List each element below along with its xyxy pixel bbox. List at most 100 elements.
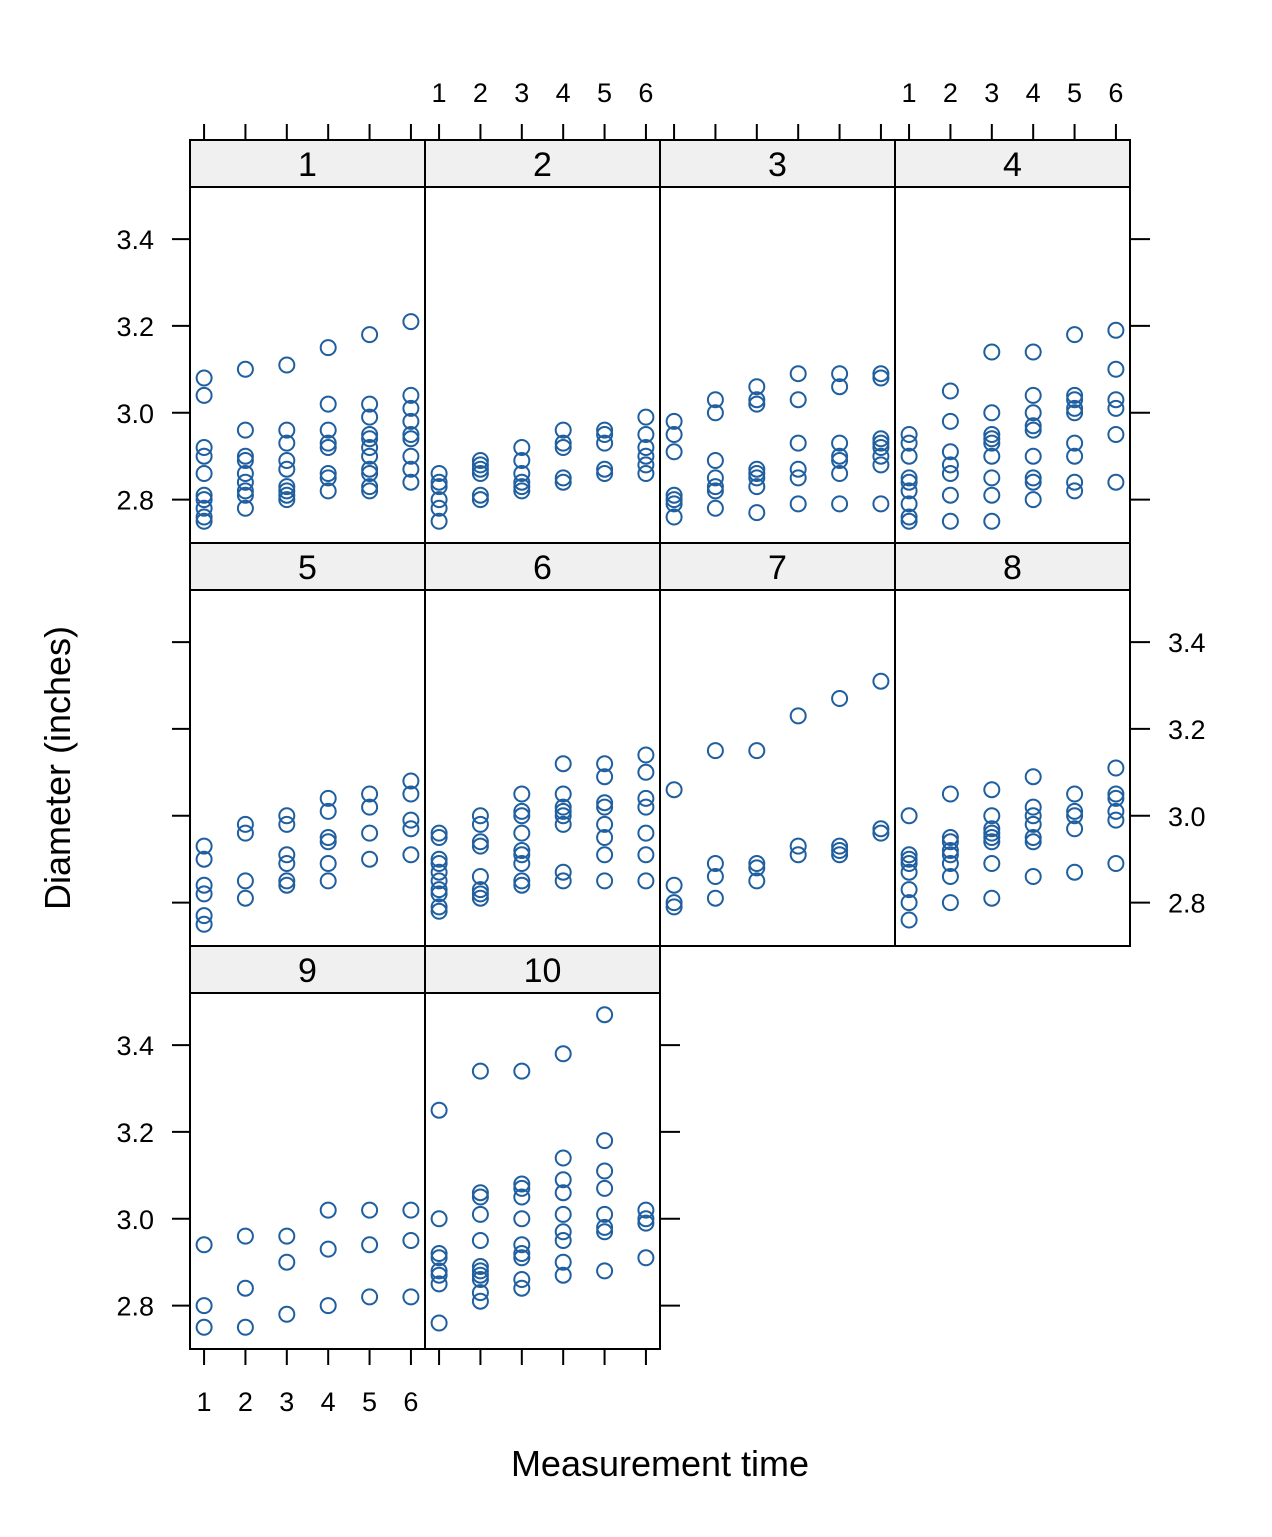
x-tick-label: 3 xyxy=(279,1387,294,1417)
data-point xyxy=(513,1236,531,1254)
data-point xyxy=(402,473,420,491)
data-point xyxy=(596,460,614,478)
data-point xyxy=(319,434,337,452)
data-point xyxy=(900,807,918,825)
data-point xyxy=(236,1279,254,1297)
data-point xyxy=(900,911,918,929)
data-point xyxy=(402,399,420,417)
panel-frame xyxy=(894,186,1131,544)
data-point xyxy=(195,837,213,855)
data-point xyxy=(941,512,959,530)
data-point xyxy=(637,872,655,890)
data-point xyxy=(596,421,614,439)
data-point xyxy=(1024,447,1042,465)
data-point xyxy=(941,412,959,430)
data-point xyxy=(430,1245,448,1262)
data-point xyxy=(637,1201,655,1219)
data-point xyxy=(637,746,655,764)
data-point xyxy=(1066,802,1084,820)
data-point xyxy=(554,1149,572,1167)
data-point xyxy=(1066,785,1084,803)
x-axis-bottom-col2 xyxy=(438,1349,647,1365)
data-point xyxy=(1107,399,1125,417)
x-tick-label: 4 xyxy=(556,78,571,108)
data-point xyxy=(900,426,918,443)
data-point xyxy=(471,452,489,469)
data-point xyxy=(361,465,379,482)
data-point xyxy=(706,478,724,496)
data-point xyxy=(195,447,213,465)
panel-frame xyxy=(189,992,426,1350)
x-tick-label: 3 xyxy=(514,78,529,108)
data-point xyxy=(983,434,1001,452)
data-point xyxy=(983,855,1001,872)
data-point xyxy=(900,846,918,864)
y-tick-label: 3.2 xyxy=(116,1118,154,1148)
strip-8 xyxy=(894,542,1131,591)
data-point xyxy=(471,1266,489,1284)
data-point xyxy=(983,404,1001,422)
data-point xyxy=(195,508,213,526)
data-point xyxy=(983,486,1001,504)
data-point xyxy=(471,1188,489,1206)
data-point xyxy=(278,482,296,500)
data-point xyxy=(706,482,724,500)
data-point xyxy=(513,807,531,825)
data-point xyxy=(941,465,959,482)
data-point xyxy=(471,1062,489,1080)
data-point xyxy=(900,482,918,500)
x-tick-label: 6 xyxy=(403,1387,418,1417)
data-point xyxy=(430,855,448,872)
data-point xyxy=(748,872,766,890)
data-point xyxy=(554,785,572,803)
data-point xyxy=(554,1223,572,1241)
data-point xyxy=(637,846,655,864)
data-point xyxy=(236,421,254,439)
data-point xyxy=(236,1318,254,1336)
data-point xyxy=(596,426,614,443)
data-point xyxy=(554,1184,572,1202)
data-point xyxy=(706,499,724,517)
panel-frame xyxy=(189,589,426,947)
panel-frame xyxy=(189,186,426,544)
data-point xyxy=(748,460,766,478)
data-point xyxy=(236,486,254,504)
data-point xyxy=(554,1266,572,1284)
data-point xyxy=(637,1214,655,1232)
strip-label: 1 xyxy=(298,146,317,184)
data-point xyxy=(361,1201,379,1219)
data-point xyxy=(1024,798,1042,816)
data-point xyxy=(430,491,448,509)
data-point xyxy=(831,465,849,482)
data-point xyxy=(1024,815,1042,833)
data-point xyxy=(665,426,683,443)
data-point xyxy=(941,443,959,461)
x-tick-label: 2 xyxy=(473,78,488,108)
data-point xyxy=(941,833,959,851)
data-point xyxy=(471,837,489,855)
data-point xyxy=(1107,321,1125,339)
data-point xyxy=(789,469,807,487)
data-point xyxy=(402,820,420,838)
data-point xyxy=(706,404,724,422)
data-point xyxy=(195,1297,213,1315)
data-point xyxy=(471,1262,489,1280)
strip-label: 6 xyxy=(533,549,552,587)
data-point xyxy=(941,785,959,803)
data-point xyxy=(319,855,337,872)
data-point xyxy=(1107,360,1125,378)
data-point xyxy=(706,452,724,469)
panel-frame xyxy=(424,589,661,947)
data-point xyxy=(748,378,766,396)
data-point xyxy=(471,491,489,509)
data-point xyxy=(513,872,531,890)
data-point xyxy=(430,512,448,530)
data-point xyxy=(513,452,531,469)
data-point xyxy=(1024,833,1042,851)
data-point xyxy=(637,456,655,474)
data-point xyxy=(430,1210,448,1228)
data-point xyxy=(900,512,918,530)
data-point xyxy=(430,898,448,916)
